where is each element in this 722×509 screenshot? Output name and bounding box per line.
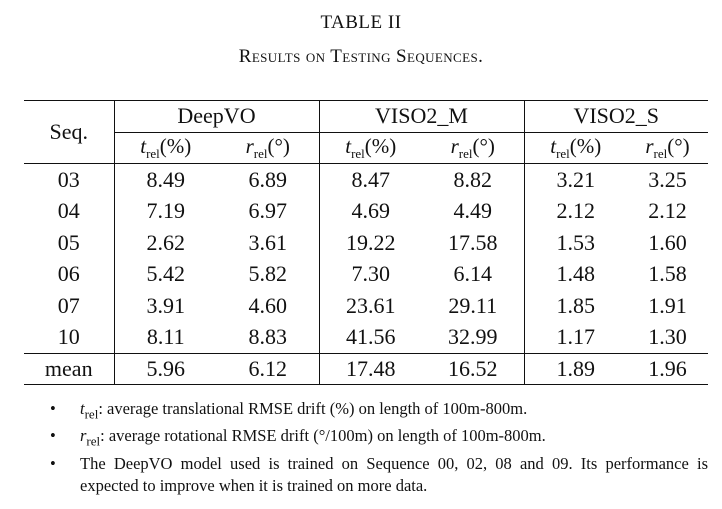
mean-value-cell: 1.96 bbox=[627, 352, 708, 386]
note-training: • The DeepVO model used is trained on Se… bbox=[50, 453, 708, 495]
value-cell: 2.12 bbox=[556, 198, 596, 224]
mean-value-cell: 16.52 bbox=[422, 352, 525, 386]
value-cell: 8.83 bbox=[217, 321, 320, 354]
value-cell: 7.19 bbox=[146, 198, 186, 224]
value-cell: 2.12 bbox=[648, 198, 687, 224]
value-cell: 1.48 bbox=[556, 261, 596, 287]
seq-cell: 10 bbox=[24, 321, 115, 354]
value-cell: 5.42 bbox=[146, 261, 186, 287]
value-cell: 29.11 bbox=[422, 290, 525, 322]
note-r-rel: • rrel: average rotational RMSE drift (°… bbox=[50, 426, 546, 449]
value-cell: 2.62 bbox=[146, 229, 186, 255]
value-cell: 32.99 bbox=[422, 321, 525, 354]
seq-cell: 05 bbox=[24, 226, 115, 259]
mean-value-cell: 6.12 bbox=[217, 352, 320, 386]
note-t-rel: • trel: average translational RMSE drift… bbox=[50, 399, 528, 422]
subheader-t-rel: trel(%) bbox=[319, 132, 422, 165]
results-table: Seq. DeepVO VISO2_M VISO2_S trel(%) rrel… bbox=[24, 100, 708, 386]
value-cell: 3.91 bbox=[146, 292, 186, 318]
mean-value-cell: 1.89 bbox=[524, 352, 627, 386]
value-cell: 8.82 bbox=[422, 163, 525, 196]
mean-value-cell: 17.48 bbox=[319, 352, 422, 386]
value-cell: 6.14 bbox=[422, 258, 525, 291]
group-header-deepvo: DeepVO bbox=[114, 100, 320, 133]
table-row: 03 8.49 6.89 8.47 8.82 3.21 3.25 bbox=[24, 163, 708, 196]
table-label: TABLE II bbox=[320, 12, 402, 33]
value-cell: 1.53 bbox=[556, 229, 596, 255]
table-row: 07 3.91 4.60 23.61 29.11 1.85 1.91 bbox=[24, 290, 708, 322]
value-cell: 19.22 bbox=[346, 229, 396, 255]
value-cell: 3.61 bbox=[217, 226, 320, 259]
value-cell: 1.85 bbox=[556, 292, 596, 318]
value-cell: 4.69 bbox=[351, 198, 391, 224]
group-header-viso2s: VISO2_S bbox=[524, 100, 708, 133]
value-cell: 8.47 bbox=[351, 166, 391, 192]
table-notes: • trel: average translational RMSE drift… bbox=[50, 398, 708, 497]
sub-header-row: trel(%) rrel(°) trel(%) rrel(°) trel(%) … bbox=[24, 132, 708, 165]
mean-row: mean 5.96 6.12 17.48 16.52 1.89 1.96 bbox=[24, 352, 708, 386]
group-header-row: Seq. DeepVO VISO2_M VISO2_S bbox=[24, 100, 708, 165]
value-cell: 41.56 bbox=[346, 324, 396, 350]
table-row: 05 2.62 3.61 19.22 17.58 1.53 1.60 bbox=[24, 226, 708, 259]
value-cell: 6.97 bbox=[217, 195, 320, 227]
value-cell: 1.30 bbox=[648, 324, 687, 350]
seq-cell: 03 bbox=[24, 163, 115, 196]
table-row: 04 7.19 6.97 4.69 4.49 2.12 2.12 bbox=[24, 195, 708, 227]
value-cell: 1.91 bbox=[648, 292, 687, 318]
bullet-icon: • bbox=[50, 453, 56, 473]
subheader-r-rel: rrel(°) bbox=[627, 132, 708, 165]
subheader-t-rel: trel(%) bbox=[114, 132, 217, 165]
group-header-viso2m: VISO2_M bbox=[319, 100, 525, 133]
value-cell: 4.49 bbox=[422, 195, 525, 227]
value-cell: 7.30 bbox=[351, 261, 391, 287]
seq-cell: 07 bbox=[24, 290, 115, 322]
value-cell: 8.49 bbox=[146, 166, 186, 192]
value-cell: 8.11 bbox=[146, 324, 185, 350]
subheader-r-rel: rrel(°) bbox=[217, 132, 320, 165]
seq-cell: 06 bbox=[24, 258, 115, 291]
value-cell: 23.61 bbox=[346, 292, 396, 318]
value-cell: 4.60 bbox=[217, 290, 320, 322]
value-cell: 5.82 bbox=[217, 258, 320, 291]
value-cell: 1.17 bbox=[556, 324, 596, 350]
seq-cell: 04 bbox=[24, 195, 115, 227]
table-row: 06 5.42 5.82 7.30 6.14 1.48 1.58 bbox=[24, 258, 708, 291]
table-title: Results on Testing Sequences. bbox=[238, 46, 484, 67]
mean-label: mean bbox=[24, 352, 115, 386]
value-cell: 1.58 bbox=[648, 261, 687, 287]
table-row: 10 8.11 8.83 41.56 32.99 1.17 1.30 bbox=[24, 321, 708, 354]
value-cell: 3.25 bbox=[648, 166, 687, 192]
subheader-t-rel: trel(%) bbox=[524, 132, 627, 165]
bullet-icon: • bbox=[50, 399, 56, 418]
seq-header: Seq. bbox=[24, 100, 115, 165]
subheader-r-rel: rrel(°) bbox=[422, 132, 525, 165]
value-cell: 6.89 bbox=[217, 163, 320, 196]
value-cell: 1.60 bbox=[648, 229, 687, 255]
bullet-icon: • bbox=[50, 426, 56, 446]
value-cell: 17.58 bbox=[422, 226, 525, 259]
value-cell: 3.21 bbox=[556, 166, 596, 192]
mean-value-cell: 5.96 bbox=[114, 352, 217, 386]
